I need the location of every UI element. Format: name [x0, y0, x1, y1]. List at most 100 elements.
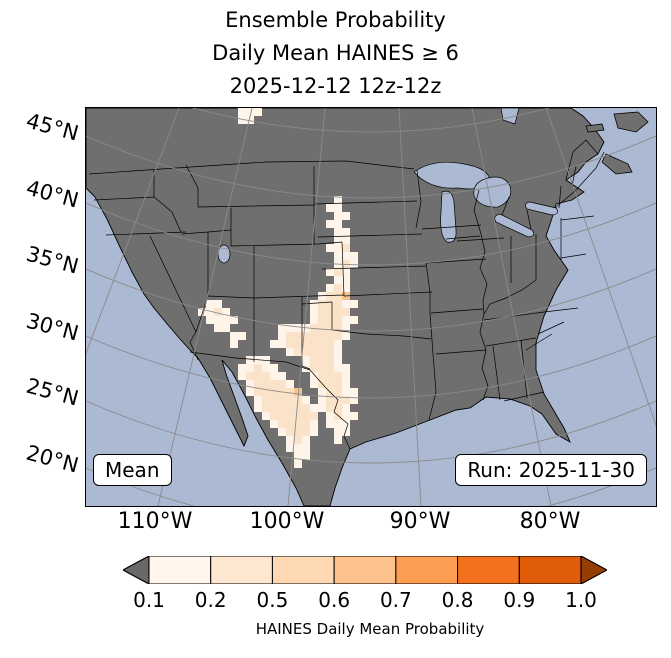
- probability-cell: [326, 340, 334, 348]
- probability-cell: [318, 316, 326, 324]
- probability-cell: [342, 388, 350, 396]
- probability-cell: [262, 404, 270, 412]
- conus-map-svg: [86, 108, 656, 506]
- probability-cell: [310, 348, 318, 356]
- colorbar-tick-label: 0.1: [133, 588, 165, 612]
- probability-cell: [230, 316, 238, 324]
- lon-tick-label: 110°W: [117, 509, 193, 534]
- probability-cell: [246, 372, 254, 380]
- probability-cell: [294, 460, 302, 468]
- probability-cell: [310, 412, 318, 420]
- probability-cell: [334, 220, 342, 228]
- probability-cell: [350, 252, 358, 260]
- probability-cell: [326, 308, 334, 316]
- probability-cell: [294, 332, 302, 340]
- colorbar-segment: [148, 555, 212, 585]
- probability-cell: [310, 308, 318, 316]
- probability-cell: [278, 420, 286, 428]
- probability-cell: [222, 316, 230, 324]
- probability-cell: [342, 412, 350, 420]
- probability-cell: [286, 428, 294, 436]
- probability-cell: [302, 396, 310, 404]
- lat-tick-label: 30°N: [23, 308, 82, 346]
- lat-tick-label: 35°N: [23, 241, 82, 279]
- probability-cell: [318, 340, 326, 348]
- probability-cell: [302, 404, 310, 412]
- probability-cell: [278, 372, 286, 380]
- probability-cell: [350, 388, 358, 396]
- colorbar-segment: [271, 555, 335, 585]
- probability-cell: [262, 396, 270, 404]
- probability-cell: [286, 380, 294, 388]
- probability-cell: [310, 428, 318, 436]
- probability-cell: [326, 268, 334, 276]
- probability-cell: [286, 444, 294, 452]
- probability-cell: [310, 324, 318, 332]
- colorbar-tick-label: 0.7: [379, 588, 412, 612]
- probability-cell: [334, 308, 342, 316]
- probability-cell: [198, 308, 206, 316]
- probability-cell: [342, 316, 350, 324]
- probability-cell: [326, 300, 334, 308]
- probability-cell: [222, 308, 230, 316]
- probability-cell: [342, 236, 350, 244]
- probability-cell: [326, 244, 334, 252]
- lon-tick-label: 100°W: [249, 509, 325, 534]
- probability-cell: [334, 236, 342, 244]
- probability-cell: [318, 372, 326, 380]
- colorbar-svg: [121, 554, 609, 586]
- probability-cell: [238, 372, 246, 380]
- probability-cell: [334, 356, 342, 364]
- colorbar-tick-label: 0.9: [503, 588, 536, 612]
- probability-cell: [278, 412, 286, 420]
- probability-cell: [262, 356, 270, 364]
- colorbar-segment: [457, 555, 520, 585]
- probability-cell: [278, 380, 286, 388]
- colorbar: [121, 554, 609, 586]
- probability-cell: [270, 420, 278, 428]
- atlantic-islands: [585, 111, 649, 175]
- probability-cell: [214, 324, 222, 332]
- probability-cell: [246, 108, 254, 116]
- probability-cell: [326, 420, 334, 428]
- james-bay: [500, 108, 520, 125]
- probability-cell: [342, 228, 350, 236]
- probability-cell: [326, 316, 334, 324]
- probability-cell: [334, 204, 342, 212]
- probability-cell: [334, 244, 342, 252]
- probability-cell: [342, 284, 350, 292]
- title-line-2: Daily Mean HAINES ≥ 6: [212, 41, 459, 65]
- probability-cell: [342, 308, 350, 316]
- great-lakes: [217, 108, 559, 264]
- colorbar-tick-label: 0.8: [441, 588, 474, 612]
- probability-cell: [326, 332, 334, 340]
- probability-cell: [206, 300, 214, 308]
- probability-cell: [318, 364, 326, 372]
- probability-cell: [302, 340, 310, 348]
- under-range-arrow: [121, 554, 150, 586]
- probability-cell: [270, 404, 278, 412]
- probability-cell: [342, 260, 350, 268]
- probability-cell: [294, 452, 302, 460]
- probability-cell: [286, 436, 294, 444]
- probability-cell: [302, 356, 310, 364]
- probability-cell: [294, 444, 302, 452]
- probability-cell: [286, 388, 294, 396]
- probability-cell: [318, 300, 326, 308]
- mean-annotation-box: Mean: [93, 454, 172, 486]
- probability-cell: [334, 436, 342, 444]
- probability-cell: [286, 412, 294, 420]
- probability-cell: [262, 364, 270, 372]
- lake-huron: [473, 176, 512, 208]
- probability-cell: [238, 108, 246, 116]
- probability-cell: [294, 412, 302, 420]
- probability-cell: [334, 196, 342, 204]
- probability-cell: [238, 364, 246, 372]
- probability-cell: [310, 404, 318, 412]
- probability-cell: [326, 380, 334, 388]
- probability-cell: [342, 404, 350, 412]
- lat-tick-label: 45°N: [23, 108, 82, 146]
- colorbar-tick-label: 0.2: [194, 588, 227, 612]
- probability-cell: [334, 380, 342, 388]
- probability-cell: [254, 396, 262, 404]
